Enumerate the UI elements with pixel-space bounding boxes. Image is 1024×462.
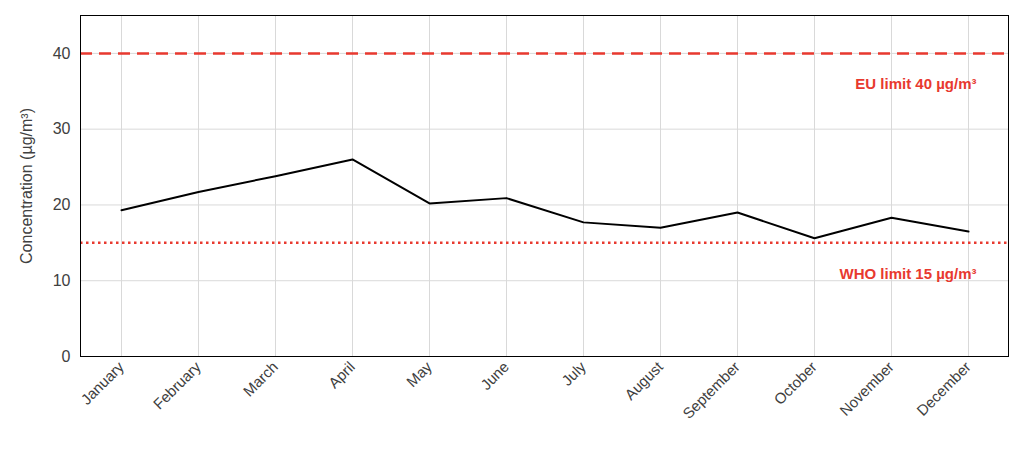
svg-text:June: June: [477, 358, 512, 393]
svg-text:30: 30: [53, 120, 71, 137]
svg-text:October: October: [770, 358, 820, 408]
svg-text:December: December: [913, 358, 974, 419]
svg-text:March: March: [240, 358, 281, 399]
svg-text:Concentration (µg/m³): Concentration (µg/m³): [18, 108, 35, 264]
svg-text:40: 40: [53, 45, 71, 62]
svg-text:10: 10: [53, 272, 71, 289]
svg-text:0: 0: [62, 348, 71, 365]
svg-text:WHO limit 15 µg/m³: WHO limit 15 µg/m³: [840, 265, 977, 282]
svg-text:EU limit 40 µg/m³: EU limit 40 µg/m³: [855, 75, 976, 92]
svg-text:April: April: [325, 358, 358, 391]
svg-text:August: August: [621, 357, 667, 403]
svg-text:November: November: [836, 358, 897, 419]
svg-text:September: September: [679, 358, 743, 422]
svg-text:20: 20: [53, 196, 71, 213]
svg-text:January: January: [77, 358, 127, 408]
svg-text:July: July: [558, 358, 589, 389]
svg-text:February: February: [150, 358, 205, 413]
svg-text:May: May: [403, 358, 435, 390]
